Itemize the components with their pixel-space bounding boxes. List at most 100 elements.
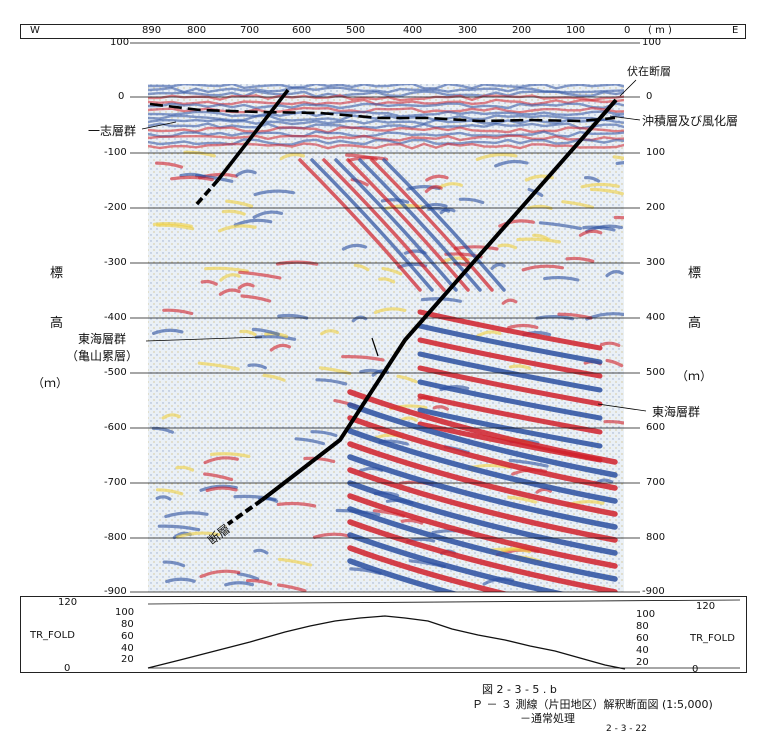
fold-tick: 120 [696,601,716,612]
reflection-band [155,488,184,496]
reflection-band [253,189,295,197]
reflection-band [148,102,624,110]
west-label: W [30,25,40,36]
reflection-band [165,577,196,584]
distance-tick: 0 [624,25,631,36]
reflection-band [417,379,603,421]
distance-tick: 300 [458,25,478,36]
reflection-band [347,467,618,543]
reflection-band [615,161,624,165]
displacement-arrow [385,351,397,373]
reflection-band [251,327,280,336]
fold-label: TR_FOLD [30,630,75,641]
reflection-band [157,524,201,532]
reflection-band [199,569,241,579]
reflection-band [490,262,506,270]
reflection-band [247,363,267,370]
reflection-band [148,122,624,130]
reflection-band [148,98,624,106]
elevation-tick: -500 [104,367,127,378]
reflection-band [253,548,269,555]
fold-tick: 20 [121,654,134,665]
reflection-band [148,114,624,122]
figure-number: 図 2 - 3 - 5 . b [482,683,557,696]
elevation-tick: -600 [104,422,127,433]
isshi-group-label: 一志層群 [88,124,137,138]
reflection-band [205,486,238,493]
right-elevation-tick: 0 [646,91,653,102]
elevation-title-char: 標 [50,266,64,281]
reflection-band [347,506,618,582]
elevation-tick: -900 [104,586,127,597]
reflection-band [605,270,624,278]
reflection-band [148,90,624,98]
east-label: E [732,25,739,36]
reflection-band [152,328,184,335]
reflection-band [276,501,317,508]
reflection-band [204,266,249,273]
reflection-band [382,158,506,292]
main-fault-line [260,98,618,502]
reflection-band [417,351,603,393]
reflection-band [322,158,446,292]
fold-tick: 40 [121,643,134,654]
reflection-band [521,264,564,272]
reflection-band [269,343,291,352]
elevation-tick: 0 [118,91,125,102]
reflection-band [346,158,470,292]
fold-curve [147,615,626,670]
reflection-band [378,277,396,284]
elevation-unit: （ｍ） [676,369,713,383]
reflection-band [235,169,257,177]
reflection-band [475,330,502,338]
right-elevation-tick: 500 [646,367,666,378]
reflection-band [252,210,284,219]
leader-line [145,336,263,342]
reflection-band [370,158,494,292]
reflection-band [580,182,620,189]
elevation-tick: -400 [104,312,127,323]
reflection-band [217,224,257,233]
reflection-band [603,419,624,425]
reflection-band [532,233,550,241]
elevation-unit: （ｍ） [32,376,69,390]
top-ruler [20,24,746,39]
reflection-band [508,364,532,370]
leader-line [597,403,647,412]
reflection-band [401,416,418,422]
reflection-band [453,245,499,251]
hidden-fault-label: 伏在断層 [627,65,671,78]
main-fault-dashed [226,498,264,526]
fold-label: TR_FOLD [690,633,735,644]
right-elevation-tick: 100 [646,147,666,158]
displacement-arrow [371,337,379,357]
reflection-band [535,487,552,494]
distance-tick: 500 [346,25,366,36]
right-elevation-tick: 700 [646,477,666,488]
fold-tick: 20 [636,657,649,668]
reflection-band [417,337,603,379]
reflection-band [396,374,418,384]
reflection-band [359,368,384,375]
reflection-band [475,152,518,161]
reflection-band [494,159,529,168]
reflection-band [347,389,618,465]
reflection-band [589,187,624,196]
right-elevation-tick: 200 [646,202,666,213]
right-elevation-tick: 300 [646,257,666,268]
reflection-band [148,142,624,150]
fold-tick: 100 [636,609,656,620]
reflection-band [584,175,601,183]
reflection-band [341,354,385,362]
distance-tick: 890 [142,25,162,36]
reflection-band [516,237,561,244]
reflection-band [425,174,449,182]
reflection-band [543,275,580,282]
reflection-band [424,185,443,193]
reflection-band [417,365,603,407]
reflection-band [277,557,313,567]
reflection-band [164,511,209,519]
reflection-band [170,175,214,182]
reflection-band [417,323,603,365]
reflection-band [225,199,253,208]
